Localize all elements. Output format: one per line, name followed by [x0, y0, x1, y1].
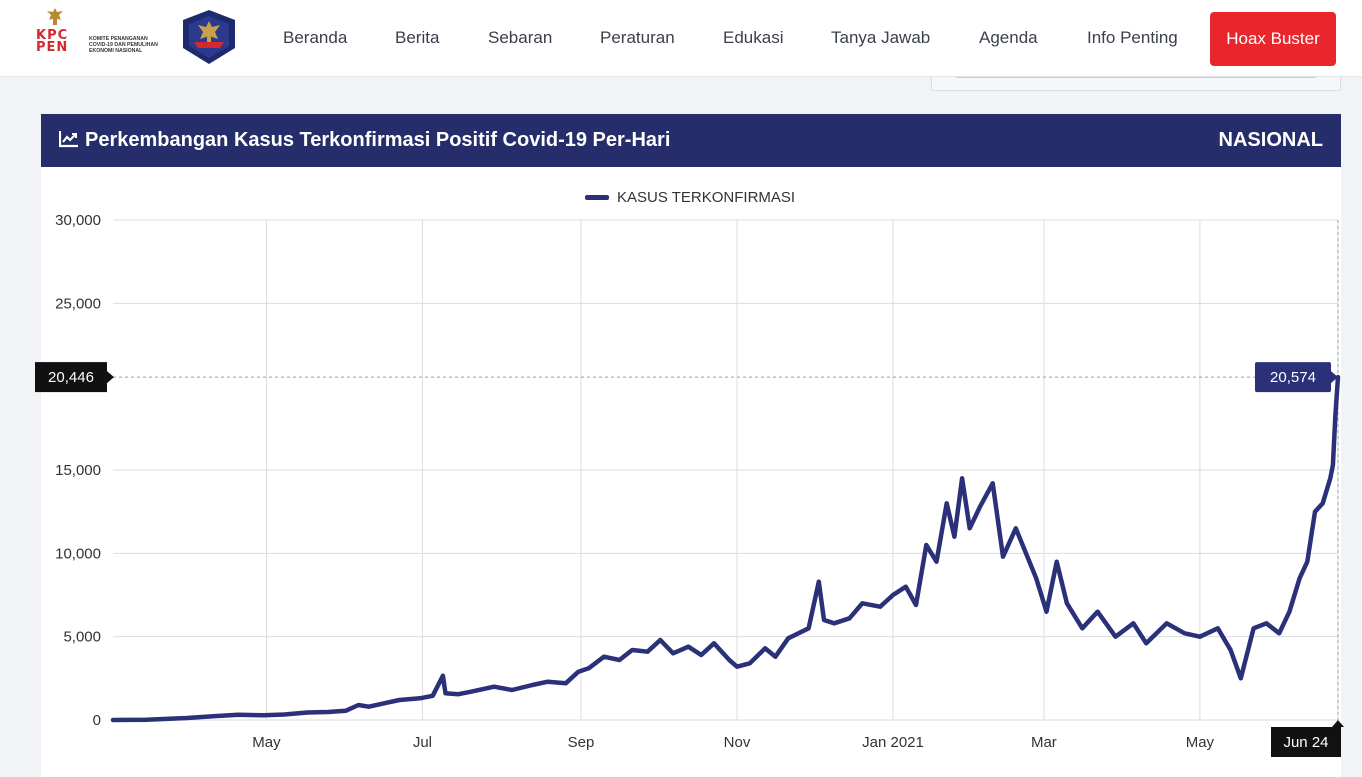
point-tooltip-pointer [1331, 371, 1338, 384]
kpcpen-fullname: KOMITE PENANGANAN COVID-19 DAN PEMULIHAN… [89, 36, 158, 54]
crosshair-x-label-pointer [1332, 720, 1344, 727]
x-tick-label: May [252, 734, 281, 751]
satgas-covid-logo[interactable] [180, 8, 238, 66]
nav-tanya-jawab[interactable]: Tanya Jawab [831, 28, 931, 47]
kpcpen-letters: KPC PEN [36, 28, 69, 55]
garuda-emblem-icon [47, 8, 63, 25]
legend-swatch [585, 195, 609, 200]
y-tick-label: 0 [93, 712, 101, 729]
point-tooltip-value: 20,574 [1270, 369, 1316, 386]
nav-peraturan[interactable]: Peraturan [600, 28, 675, 47]
point-tooltip-bg [1255, 362, 1331, 393]
crosshair-y-label: 20,446 [48, 369, 94, 386]
y-tick-label: 30,000 [55, 212, 101, 229]
y-tick-label: 10,000 [55, 545, 101, 562]
y-tick-label: 15,000 [55, 462, 101, 479]
nav-edukasi[interactable]: Edukasi [723, 28, 784, 47]
crosshair-y-label-pointer [107, 371, 114, 384]
chart-legend[interactable]: KASUS TERKONFIRMASI [585, 189, 795, 206]
chart-panel-header: Perkembangan Kasus Terkonfirmasi Positif… [41, 114, 1341, 167]
nav-info-penting[interactable]: Info Penting [1087, 28, 1178, 47]
x-tick-label: Mar [1031, 734, 1057, 751]
trend-chart-icon [59, 131, 78, 148]
crosshair-x-label-bg [1271, 727, 1341, 757]
chart-panel-title: Perkembangan Kasus Terkonfirmasi Positif… [85, 129, 671, 151]
y-tick-label: 25,000 [55, 295, 101, 312]
chart-panel: Perkembangan Kasus Terkonfirmasi Positif… [41, 114, 1341, 777]
nav-agenda[interactable]: Agenda [979, 28, 1038, 47]
crosshair-x-label: Jun 24 [1283, 734, 1328, 751]
kpcpen-logo[interactable]: KPC PEN KOMITE PENANGANAN COVID-19 DAN P… [36, 6, 172, 68]
x-tick-label: Jul [413, 734, 432, 751]
nav-sebaran[interactable]: Sebaran [488, 28, 553, 47]
chart-region-label: NASIONAL [1218, 129, 1323, 151]
crosshair-y-label-bg [35, 362, 107, 393]
legend-label: KASUS TERKONFIRMASI [617, 189, 796, 206]
x-tick-label: May [1186, 734, 1215, 751]
nav-berita[interactable]: Berita [395, 28, 440, 47]
hoax-buster-button[interactable]: Hoax Buster [1210, 12, 1336, 66]
x-tick-label: Sep [568, 734, 595, 751]
top-navbar: KPC PEN KOMITE PENANGANAN COVID-19 DAN P… [0, 0, 1362, 77]
adjacent-card-edge [931, 77, 1341, 91]
series-line-kasus-terkonfirmasi [110, 374, 1341, 723]
y-tick-label: 5,000 [63, 629, 101, 646]
x-tick-label: Jan 2021 [862, 734, 924, 751]
nav-beranda[interactable]: Beranda [283, 28, 348, 47]
x-tick-label: Nov [724, 734, 751, 751]
